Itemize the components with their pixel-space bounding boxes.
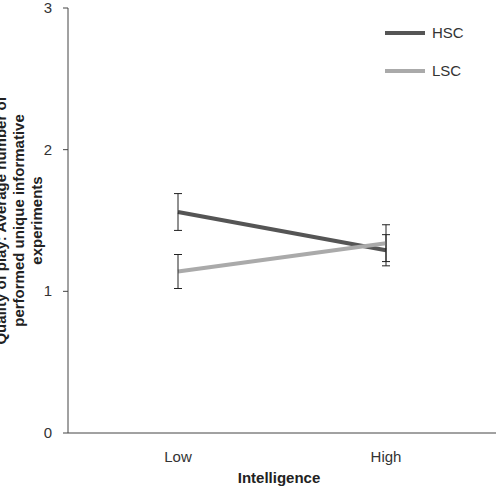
legend-swatch xyxy=(385,69,425,73)
legend-label: HSC xyxy=(432,24,464,41)
y-tick-label: 2 xyxy=(44,141,52,158)
y-tick-label: 1 xyxy=(44,282,52,299)
y-label-line: experiments xyxy=(28,176,45,264)
y-tick xyxy=(63,8,68,9)
error-cap xyxy=(174,288,182,289)
error-bar xyxy=(174,255,182,289)
x-label: Intelligence xyxy=(238,469,321,486)
x-axis xyxy=(68,433,496,434)
y-tick-label: 0 xyxy=(44,424,52,441)
y-tick-label: 3 xyxy=(44,0,52,16)
y-label-line: performed unique informative xyxy=(10,114,27,327)
error-cap xyxy=(382,265,390,266)
x-tick-label: High xyxy=(371,448,402,465)
error-cap xyxy=(174,193,182,194)
x-tick-label: Low xyxy=(164,448,192,465)
legend-label: LSC xyxy=(432,62,461,79)
error-cap xyxy=(174,230,182,231)
error-bar xyxy=(382,225,390,262)
error-cap xyxy=(382,224,390,225)
error-cap xyxy=(174,254,182,255)
y-label: Quality of play: Average number ofperfor… xyxy=(0,95,45,344)
error-stem xyxy=(178,194,179,231)
plot-area xyxy=(174,194,390,289)
y-tick xyxy=(63,433,68,434)
y-tick xyxy=(63,291,68,292)
series-line xyxy=(178,212,386,250)
legend-swatch xyxy=(385,31,425,35)
error-stem xyxy=(178,255,179,289)
chart: 0 1 2 3 Low High Intelligence Quality of play: … xyxy=(0,0,500,496)
error-stem xyxy=(386,225,387,262)
error-cap xyxy=(382,261,390,262)
y-tick xyxy=(63,149,68,150)
y-axis xyxy=(68,8,69,433)
y-label-line: Quality of play: Average number of xyxy=(0,95,9,344)
series-line xyxy=(178,243,386,271)
error-bar xyxy=(174,194,182,231)
